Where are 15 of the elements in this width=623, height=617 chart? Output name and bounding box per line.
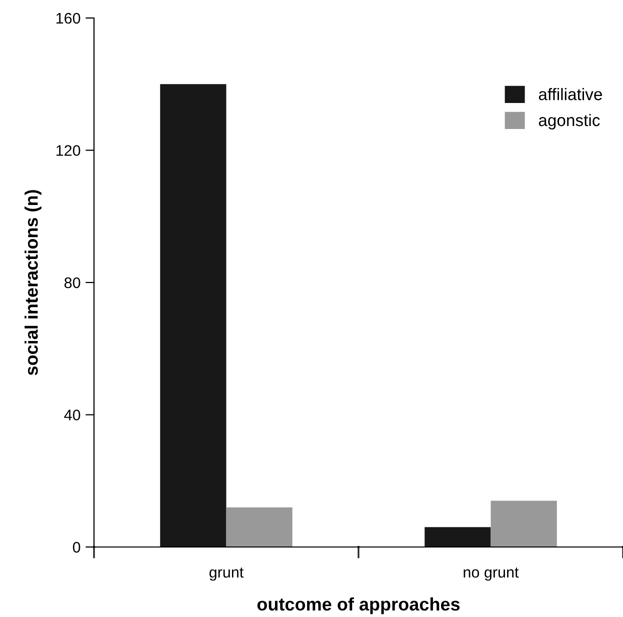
y-tick-label: 80: [64, 277, 80, 288]
legend-label: affiliative: [538, 88, 602, 100]
bar: [160, 84, 226, 547]
x-tick-label: grunt: [209, 568, 244, 581]
x-axis-title: outcome of approaches: [257, 597, 460, 614]
bar: [226, 507, 292, 547]
y-tick-label: 40: [64, 410, 80, 420]
y-tick-label: 160: [56, 12, 80, 24]
y-tick-label: 0: [72, 542, 80, 553]
y-axis-title: social interactions (n): [24, 190, 42, 376]
legend-label: agonstic: [538, 114, 600, 130]
y-tick-label: 120: [56, 145, 80, 156]
x-tick-label: no grunt: [464, 568, 519, 581]
bar: [424, 527, 491, 547]
bar: [490, 500, 557, 547]
